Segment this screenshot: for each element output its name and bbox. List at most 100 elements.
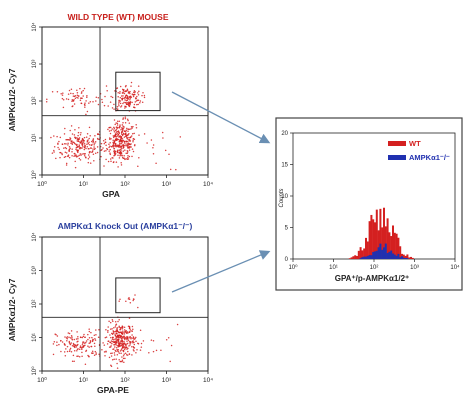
data-point [68,341,71,344]
data-point [135,352,137,354]
data-point [76,89,78,92]
data-point [113,343,115,346]
data-point [70,330,73,332]
data-point [56,341,58,343]
data-point [115,337,117,340]
data-point [112,338,115,341]
data-point [141,101,144,103]
gate-box [115,71,161,112]
data-point [65,143,67,145]
ko-histogram-bar [375,250,378,259]
data-point [118,100,120,102]
ko-histogram-bar [390,250,393,259]
data-point [78,154,80,157]
x-tick-label: 10⁰ [37,180,47,188]
data-point [121,347,123,350]
data-point [124,116,127,118]
data-point [81,138,84,140]
data-point [155,349,158,352]
data-point [129,90,131,93]
data-point [118,338,120,340]
ko-histogram-bar [361,257,364,259]
data-point [111,342,113,345]
wt-histogram-bar [350,257,353,259]
data-point [118,101,120,104]
x-tick-label: 10⁴ [203,377,213,384]
data-point [108,320,110,322]
data-point [120,342,123,345]
data-point [70,335,73,337]
data-point [117,166,119,168]
data-point [161,131,164,134]
data-point [125,94,128,96]
data-point [108,146,110,149]
data-point [115,350,117,353]
data-point [66,345,69,348]
data-point [103,104,106,107]
data-point [71,133,74,135]
data-point [117,133,120,136]
data-point [113,341,115,343]
data-point [86,95,88,97]
data-point [91,350,94,353]
data-point [160,349,162,352]
data-point [124,133,127,136]
data-point [56,344,58,347]
data-point [95,352,97,354]
data-point [87,148,90,150]
data-point [119,151,121,153]
data-point [115,135,118,138]
data-point [81,97,83,100]
data-point [105,350,107,353]
data-point [121,359,124,361]
data-point [102,147,104,149]
data-point [135,340,137,343]
data-point [111,333,114,336]
x-tick-label: 10² [120,377,130,384]
data-point [111,144,114,147]
data-point [73,134,76,136]
data-point [113,150,115,153]
x-tick-label: 10⁴ [203,181,213,188]
data-point [119,148,122,151]
data-point [116,87,119,89]
data-point [92,148,94,150]
data-point [120,338,123,340]
data-point [131,354,133,356]
data-point [116,350,119,352]
data-point [127,92,130,94]
data-point [143,94,146,97]
data-point [132,299,134,302]
data-point [71,148,73,150]
data-point [89,162,92,164]
data-point [124,122,127,124]
data-point [127,338,129,340]
data-point [98,353,100,356]
data-point [152,146,154,149]
data-point [128,331,131,333]
data-point [90,140,93,143]
data-point [106,343,109,345]
data-point [109,334,111,336]
data-point [107,340,110,342]
data-point [130,96,133,99]
data-point [79,153,82,155]
data-point [84,363,87,365]
data-point [127,336,129,339]
data-point [66,350,69,353]
data-point [129,95,131,98]
y-tick-label: 15 [281,163,288,169]
ko-x-axis-label: GPA-PE [97,385,129,395]
data-point [83,148,86,151]
data-point [121,88,124,91]
data-point [119,85,122,88]
data-point [81,91,83,93]
data-point [95,96,98,98]
data-point [122,117,125,119]
data-point [95,329,97,331]
data-point [128,102,130,105]
data-point [92,153,95,155]
data-point [81,346,84,348]
data-point [124,117,127,120]
data-point [127,101,129,104]
